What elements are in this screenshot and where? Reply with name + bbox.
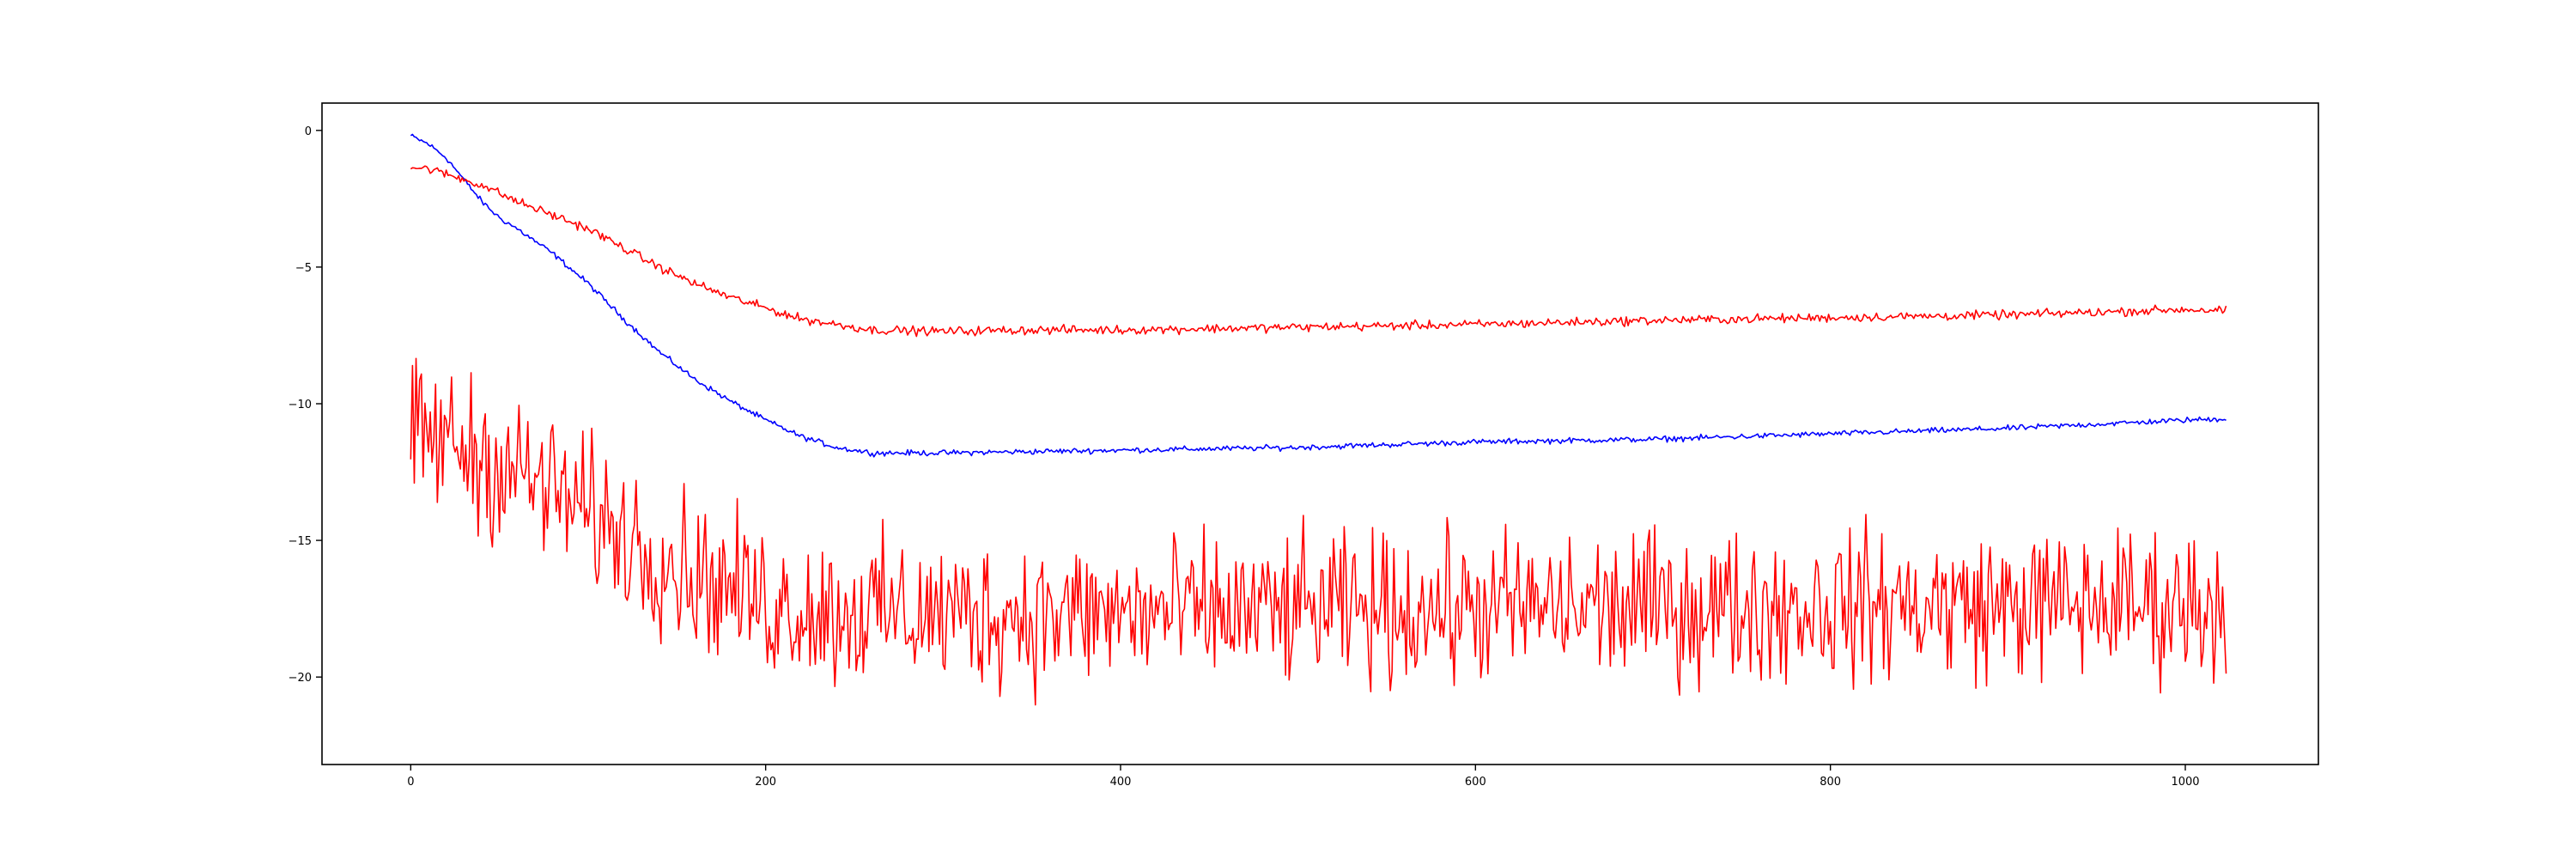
y-axis-ticks: 0 −5 −10 −15 −20	[289, 125, 322, 685]
series-line-1	[410, 133, 2227, 458]
y-tick-label: −5	[295, 262, 312, 275]
x-axis-ticks: 0 200 400 600 800 1000	[407, 765, 2200, 789]
x-tick-label: 200	[755, 776, 776, 789]
x-tick-label: 800	[1820, 776, 1841, 789]
x-tick-label: 0	[407, 776, 414, 789]
x-tick-label: 1000	[2171, 776, 2199, 789]
y-tick-label: −15	[289, 535, 312, 548]
plot-frame	[321, 102, 2319, 765]
series-layer	[410, 133, 2227, 706]
x-tick-label: 600	[1465, 776, 1486, 789]
series-line-3	[410, 357, 2227, 706]
series-line-2	[410, 165, 2227, 338]
y-tick-label: 0	[305, 125, 312, 138]
y-tick-label: −10	[289, 399, 312, 411]
y-tick-label: −20	[289, 672, 312, 685]
x-tick-label: 400	[1110, 776, 1132, 789]
